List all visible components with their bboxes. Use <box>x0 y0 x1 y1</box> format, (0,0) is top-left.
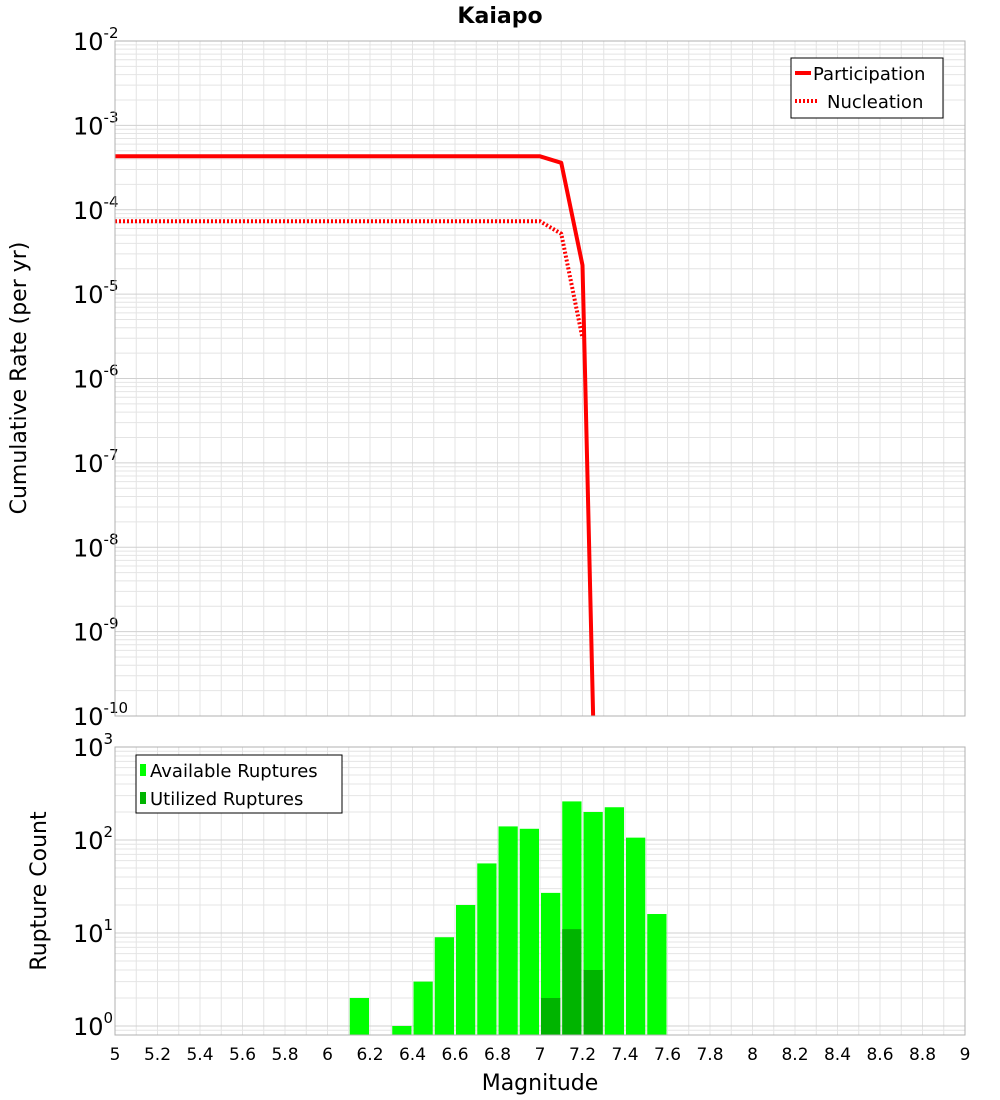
count-y-tick-label: 100 <box>73 1009 113 1041</box>
count-legend: Available Ruptures Utilized Ruptures <box>135 754 343 814</box>
utilized-bar <box>541 997 561 1035</box>
rate-y-tick-label: 10-7 <box>73 446 119 478</box>
x-tick-label: 8.4 <box>824 1045 851 1065</box>
available-bar <box>647 914 667 1035</box>
legend-label-nucleation: Nucleation <box>827 92 923 113</box>
x-tick-label: 8.6 <box>866 1045 893 1065</box>
available-bar <box>626 837 646 1035</box>
x-tick-label: 8.8 <box>909 1045 936 1065</box>
count-y-axis-label: Rupture Count <box>27 811 52 971</box>
x-tick-label: 5.8 <box>271 1045 298 1065</box>
rate-legend: Participation Nucleation <box>790 57 944 119</box>
legend-label-participation: Participation <box>813 64 925 85</box>
count-bars <box>349 801 667 1035</box>
x-tick-label: 7.8 <box>696 1045 723 1065</box>
x-tick-label: 9 <box>960 1045 971 1065</box>
x-tick-label: 7.2 <box>569 1045 596 1065</box>
available-bar <box>456 904 476 1035</box>
legend-swatch-utilized <box>140 792 146 804</box>
rate-y-tick-label: 10-5 <box>73 277 119 309</box>
legend-label-utilized: Utilized Ruptures <box>150 789 303 810</box>
count-y-tick-label: 102 <box>73 823 113 855</box>
rate-plot-grid <box>114 40 966 717</box>
available-bar <box>519 828 539 1035</box>
x-tick-label: 8.2 <box>781 1045 808 1065</box>
available-bar <box>498 826 518 1035</box>
available-bar <box>349 997 369 1035</box>
rate-y-tick-label: 10-2 <box>73 24 119 56</box>
x-tick-label: 6.2 <box>356 1045 383 1065</box>
utilized-bar <box>562 929 582 1035</box>
x-tick-label: 6.4 <box>399 1045 426 1065</box>
x-tick-label: 7 <box>535 1045 546 1065</box>
available-bar <box>477 863 497 1035</box>
utilized-bar <box>583 969 603 1035</box>
count-plot-grid <box>114 746 966 1035</box>
chart-title: Kaiapo <box>457 4 542 29</box>
available-bar <box>392 1025 412 1035</box>
rate-y-tick-label: 10-6 <box>73 362 119 394</box>
x-tick-label: 5.6 <box>229 1045 256 1065</box>
rate-series <box>115 154 596 717</box>
available-bar <box>604 807 624 1035</box>
available-bar <box>413 981 433 1035</box>
x-tick-label: 5.2 <box>144 1045 171 1065</box>
x-tick-label: 5.4 <box>186 1045 213 1065</box>
series-line-participation <box>115 154 596 717</box>
rate-y-axis-label: Cumulative Rate (per yr) <box>7 242 32 515</box>
count-plot: 100 101 102 103 5 5.2 5.4 5.6 5.8 6 6.2 6.4 6.6 6.8 7… <box>27 730 970 1096</box>
rate-legend-box <box>790 57 944 119</box>
rate-y-tick-label: 10-9 <box>73 615 119 647</box>
rate-y-tick-label: 10-4 <box>73 193 119 225</box>
rate-plot-frame <box>114 40 966 717</box>
x-tick-label: 7.6 <box>654 1045 681 1065</box>
count-y-tick-label: 103 <box>73 730 113 762</box>
x-tick-label: 5 <box>110 1045 121 1065</box>
x-tick-label: 6.6 <box>441 1045 468 1065</box>
legend-label-available: Available Ruptures <box>150 761 318 782</box>
rate-y-tick-label: 10-8 <box>73 530 119 562</box>
legend-swatch-available <box>140 764 146 776</box>
x-tick-labels: 5 5.2 5.4 5.6 5.8 6 6.2 6.4 6.6 6.8 7 7.2 7.4 7.6 7.8 8… <box>110 1045 971 1065</box>
x-axis-label: Magnitude <box>482 1071 599 1096</box>
series-line-nucleation <box>115 219 585 339</box>
x-tick-label: 7.4 <box>611 1045 638 1065</box>
count-legend-box <box>135 754 343 814</box>
count-y-tick-label: 101 <box>73 916 113 948</box>
available-bar <box>434 937 454 1035</box>
x-tick-label: 8 <box>747 1045 758 1065</box>
count-plot-frame <box>114 746 966 1036</box>
rate-plot: 10-10 10-9 10-8 10-7 10-6 10-5 10-4 10-3 10-2 Cu… <box>7 24 966 731</box>
x-tick-label: 6 <box>322 1045 333 1065</box>
rate-y-tick-label: 10-10 <box>73 699 128 731</box>
rate-y-tick-label: 10-3 <box>73 108 119 140</box>
x-tick-label: 6.8 <box>484 1045 511 1065</box>
count-y-tick-labels: 100 101 102 103 <box>73 730 113 1041</box>
